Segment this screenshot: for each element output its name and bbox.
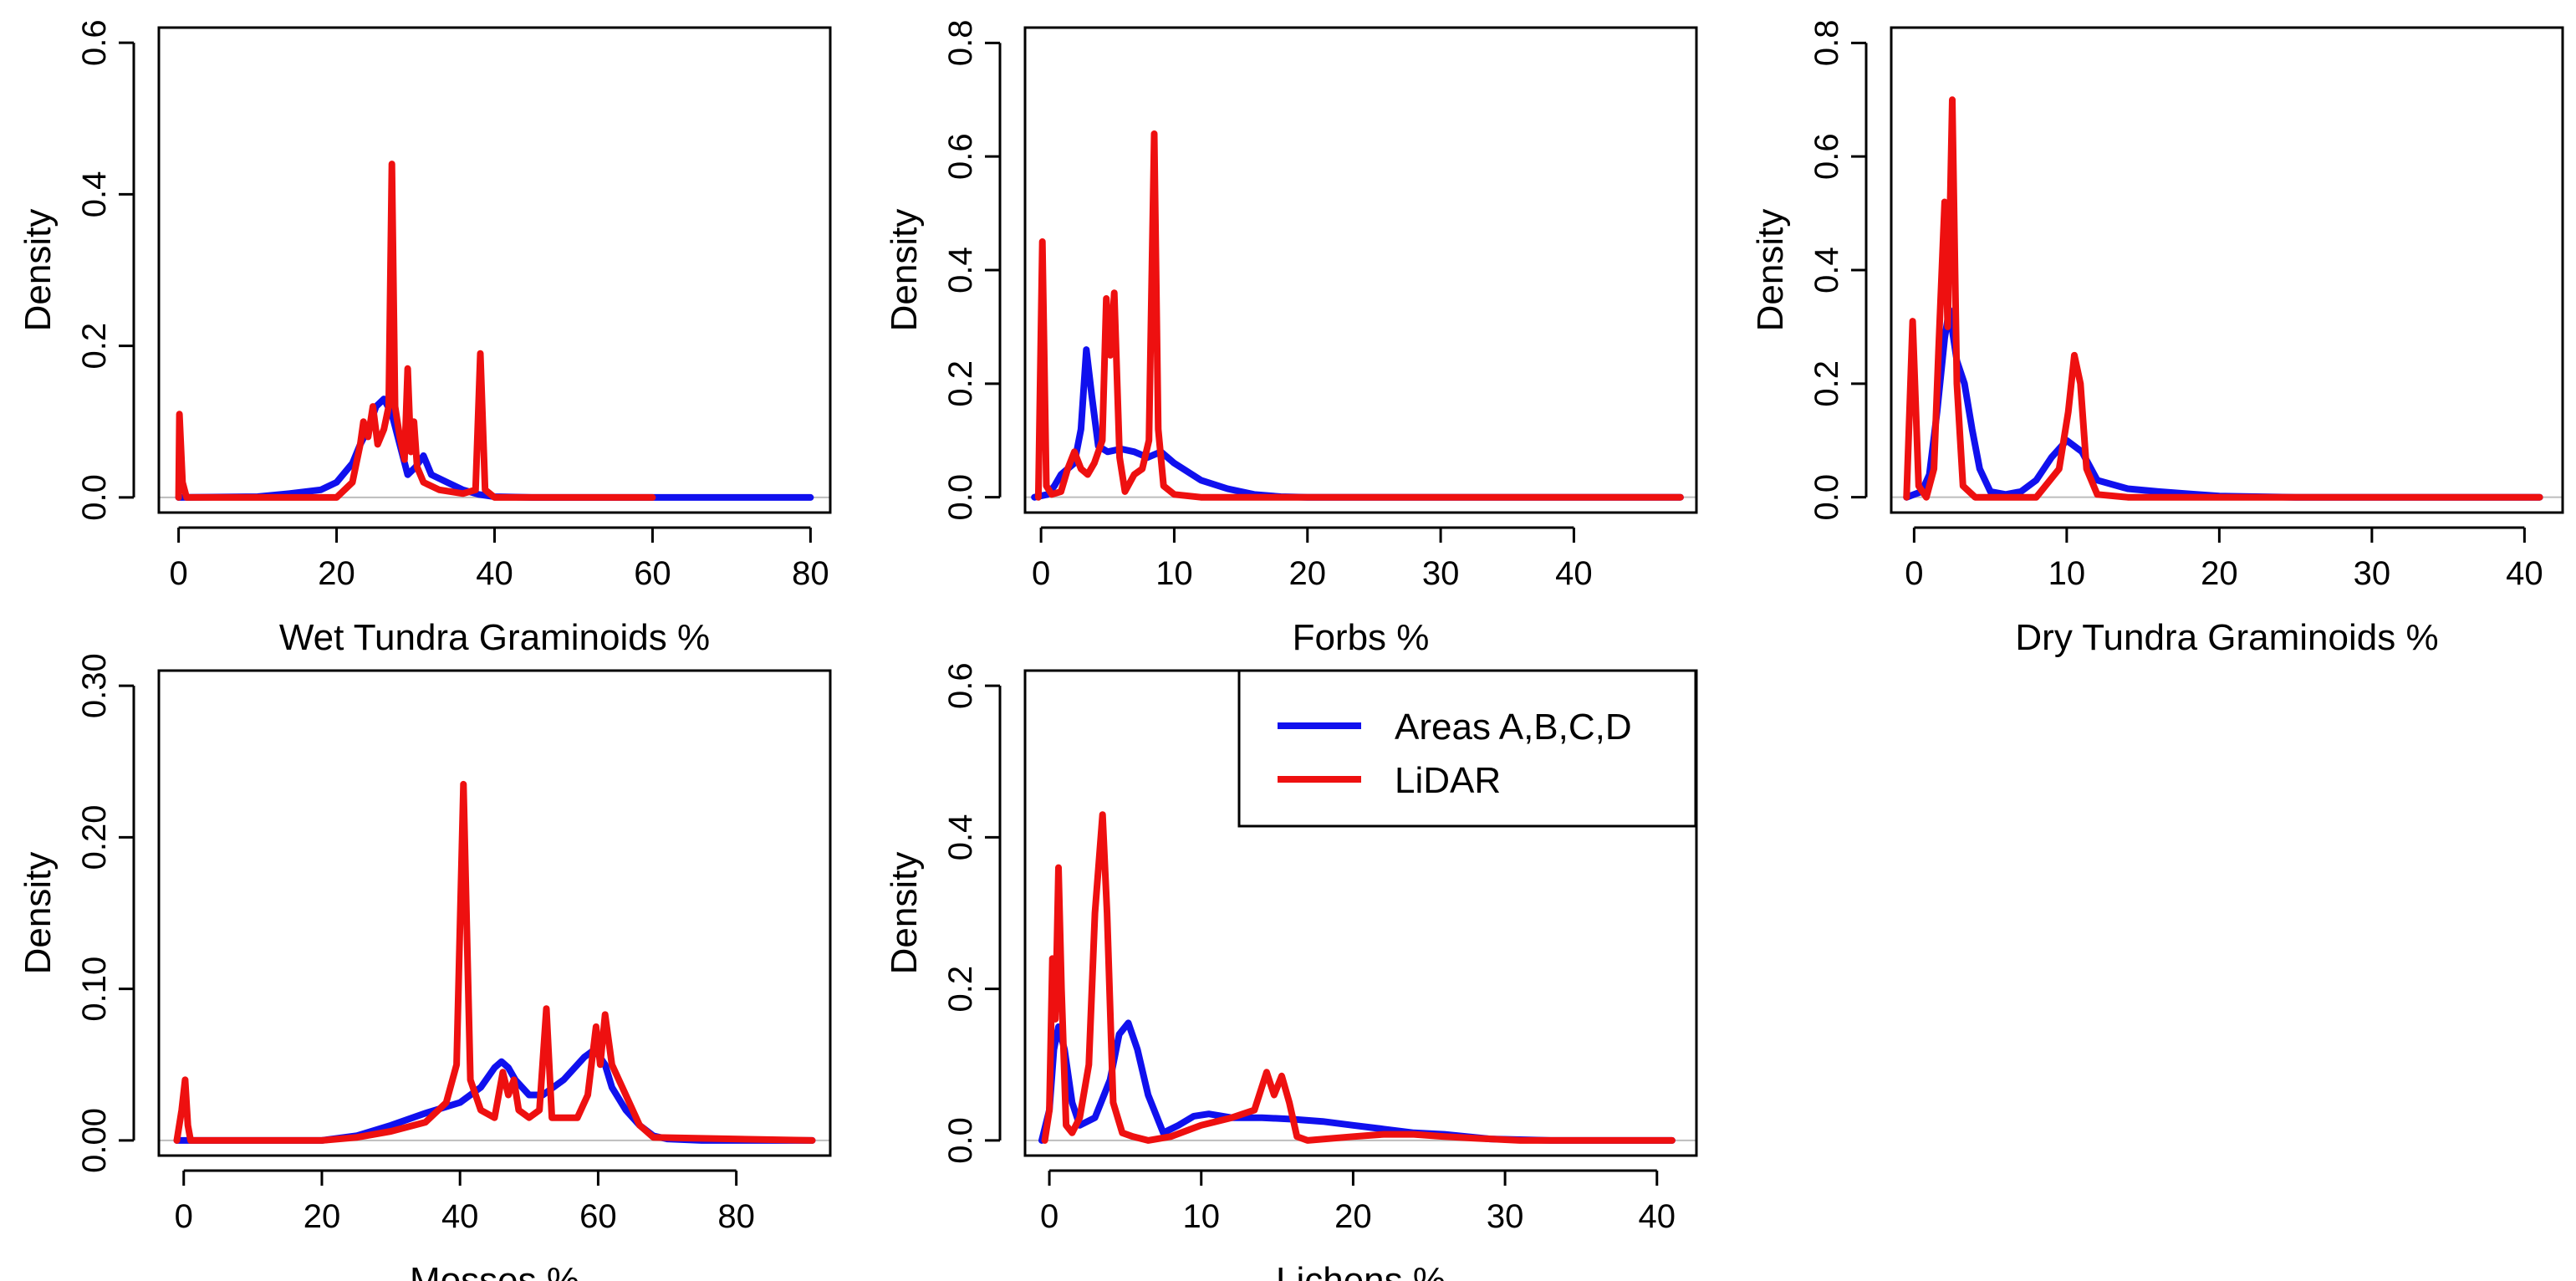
x-tick-label: 0 — [175, 1198, 193, 1235]
legend-box — [1237, 669, 1697, 828]
x-tick-label: 20 — [304, 1198, 341, 1235]
legend-label-lidar: LiDAR — [1395, 760, 1501, 801]
y-axis-title: Density — [18, 209, 59, 332]
y-tick-label: 0.4 — [942, 247, 979, 293]
x-tick-label: 20 — [2201, 555, 2238, 592]
y-tick-label: 0.0 — [1808, 474, 1845, 521]
x-axis-title: Wet Tundra Graminoids % — [279, 617, 710, 658]
y-tick-label: 0.4 — [1808, 247, 1845, 293]
y-tick-label: 0.8 — [942, 20, 979, 67]
y-tick-label: 0.0 — [942, 474, 979, 521]
x-axis-title: Forbs % — [1293, 617, 1430, 658]
x-tick-label: 60 — [579, 1198, 617, 1235]
series-line-lidar — [1041, 811, 1676, 1144]
y-axis-title: Density — [18, 852, 59, 975]
y-tick-label: 0.6 — [942, 133, 979, 180]
x-axis-title: Mosses % — [410, 1260, 579, 1281]
x-tick-label: 30 — [1422, 555, 1460, 592]
legend: Areas A,B,C,D LiDAR — [1237, 669, 1697, 828]
y-axis-title: Density — [884, 852, 925, 975]
y-tick-label: 0.2 — [76, 323, 113, 370]
y-tick-label: 0.00 — [76, 1108, 113, 1173]
x-tick-label: 30 — [2354, 555, 2391, 592]
x-tick-label: 20 — [1289, 555, 1327, 592]
y-tick-label: 0.20 — [76, 804, 113, 870]
series-line-areas-a-b-c-d — [1038, 1019, 1676, 1144]
panel-wet-tundra-graminoids: 0 20 40 60 80 0.0 0.2 0.4 0.6 Wet Tundra Graminoi… — [18, 19, 832, 658]
panel-lichens: 0 10 20 30 40 0.0 0.2 0.4 0.6 Lichens % Density — [884, 662, 1698, 1281]
x-tick-label: 60 — [634, 555, 671, 592]
x-tick-label: 10 — [1155, 555, 1193, 592]
y-tick-label: 0.2 — [942, 966, 979, 1013]
x-tick-label: 20 — [318, 555, 355, 592]
x-tick-label: 10 — [2048, 555, 2086, 592]
x-axis-title: Lichens % — [1276, 1260, 1446, 1281]
panel-dry-tundra-graminoids: 0 10 20 30 40 0.0 0.2 0.4 0.6 0.8 Dry Tundra Grami… — [1750, 20, 2564, 658]
plot-frame — [157, 669, 832, 1157]
y-tick-label: 0.4 — [76, 171, 113, 218]
y-tick-label: 0.30 — [76, 653, 113, 718]
y-tick-label: 0.2 — [942, 360, 979, 407]
y-tick-label: 0.0 — [942, 1117, 979, 1164]
x-tick-label: 40 — [2506, 555, 2543, 592]
series-line-areas-a-b-c-d — [1903, 306, 2543, 501]
x-tick-label: 40 — [1555, 555, 1593, 592]
x-tick-label: 40 — [1639, 1198, 1676, 1235]
x-tick-label: 0 — [1040, 1198, 1058, 1235]
legend-label-areas: Areas A,B,C,D — [1395, 707, 1632, 748]
x-tick-label: 40 — [441, 1198, 479, 1235]
x-tick-label: 0 — [1905, 555, 1923, 592]
series-line-areas-a-b-c-d — [175, 396, 814, 501]
plot-frame — [1890, 26, 2564, 514]
y-tick-label: 0.10 — [76, 957, 113, 1022]
series-line-lidar — [175, 161, 656, 501]
series-line-lidar — [173, 780, 816, 1144]
x-tick-label: 40 — [476, 555, 513, 592]
x-tick-label: 80 — [792, 555, 829, 592]
x-tick-label: 0 — [169, 555, 187, 592]
y-tick-label: 0.0 — [76, 474, 113, 521]
panel-forbs: 0 10 20 30 40 0.0 0.2 0.4 0.6 0.8 Forbs % Density — [884, 20, 1698, 658]
y-tick-label: 0.6 — [1808, 133, 1845, 180]
series-line-lidar — [1903, 96, 2543, 501]
y-tick-label: 0.4 — [942, 814, 979, 861]
y-tick-label: 0.8 — [1808, 20, 1845, 67]
panel-mosses: 0 20 40 60 80 0.00 0.10 0.20 0.30 Mosses % Density — [18, 653, 832, 1281]
plot-frame — [157, 26, 832, 514]
y-tick-label: 0.6 — [942, 662, 979, 709]
x-tick-label: 30 — [1487, 1198, 1524, 1235]
y-axis-title: Density — [884, 209, 925, 332]
series-line-areas-a-b-c-d — [173, 1046, 816, 1144]
x-tick-label: 20 — [1334, 1198, 1372, 1235]
plot-frame — [1023, 26, 1698, 514]
x-axis-title: Dry Tundra Graminoids % — [2015, 617, 2438, 658]
x-tick-label: 0 — [1032, 555, 1050, 592]
x-tick-label: 80 — [717, 1198, 755, 1235]
y-tick-label: 0.2 — [1808, 360, 1845, 407]
y-tick-label: 0.6 — [76, 19, 113, 66]
x-tick-label: 10 — [1182, 1198, 1220, 1235]
y-axis-title: Density — [1750, 209, 1791, 332]
series-line-lidar — [1034, 130, 1684, 501]
